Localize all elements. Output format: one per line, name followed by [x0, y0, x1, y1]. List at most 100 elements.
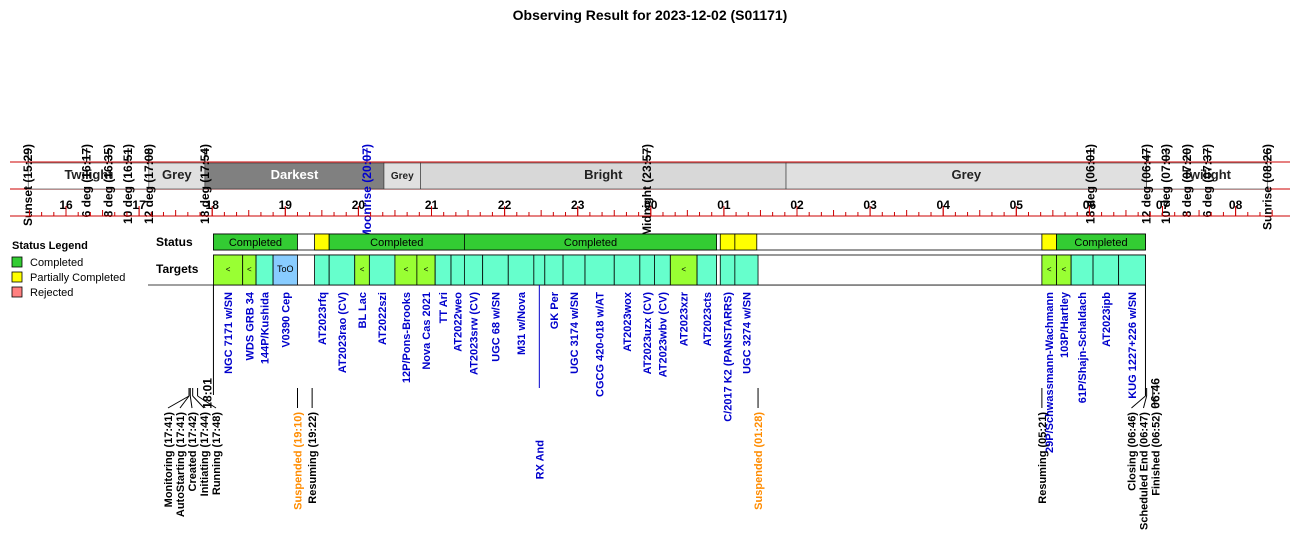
target-mark: <: [1047, 265, 1052, 274]
hour-tick-label: 07: [1156, 198, 1170, 212]
event-label: Monitoring (17:41): [163, 412, 175, 508]
legend-swatch: [11, 286, 23, 298]
event-leader-line: [192, 395, 205, 409]
target-label: 12P/Pons-Brooks: [401, 292, 413, 383]
legend-label: Rejected: [30, 287, 73, 299]
target-label: AT2023rao (CV): [337, 292, 349, 373]
target-block: [463, 254, 484, 286]
sky-event-label: Sunrise (08:26): [1260, 144, 1274, 230]
target-block: [696, 254, 717, 286]
target-label: AT2023ipb: [1101, 292, 1113, 347]
event-label: AutoStarting (17:41): [175, 412, 187, 517]
target-block: [213, 254, 244, 286]
target-block: [1070, 254, 1094, 286]
target-block: [533, 254, 546, 286]
target-label: 103P/Hartley: [1059, 291, 1071, 358]
sky-event-label: 12 deg (06:47): [1140, 144, 1154, 224]
status-block-label: Completed: [370, 237, 423, 249]
sky-event-label: 6 deg (07:37): [1201, 144, 1215, 217]
hour-tick-label: 08: [1229, 198, 1243, 212]
target-mark: <: [360, 265, 365, 274]
sky-event-label: 8 deg (16:35): [102, 144, 116, 217]
target-mark: <: [226, 265, 231, 274]
target-label: RX And: [534, 440, 546, 479]
end-time-label: 06:46: [1148, 378, 1162, 409]
target-label: AT2023cts: [702, 292, 714, 346]
target-label: KUG 1227+226 w/SN: [1127, 292, 1139, 399]
event-label: Suspended (19:10): [293, 412, 305, 510]
target-block: [562, 254, 586, 286]
event-leader-line: [189, 395, 193, 409]
hour-tick-label: 03: [863, 198, 877, 212]
status-block: [1056, 233, 1146, 251]
status-block-label: Completed: [229, 237, 282, 249]
sky-band-label: Grey: [391, 171, 414, 182]
target-label: BL Lac: [357, 292, 369, 328]
sky-event-label: Sunset (15:29): [21, 144, 35, 226]
sky-event-label: 10 deg (07:03): [1159, 144, 1173, 224]
target-label: V0390 Cep: [280, 292, 292, 348]
legend-label: Partially Completed: [30, 272, 125, 284]
hour-tick-label: 02: [790, 198, 804, 212]
event-label: Suspended (01:28): [753, 412, 765, 510]
hour-tick-label: 21: [425, 198, 439, 212]
sky-band-label: Darkest: [271, 167, 319, 182]
target-label: AT2022weo: [453, 292, 465, 352]
status-block-label: Completed: [1074, 237, 1127, 249]
target-label: AT2022szi: [377, 292, 389, 345]
legend-swatch: [11, 271, 23, 283]
legend-label: Completed: [30, 257, 83, 269]
target-label: TT Ari: [438, 292, 450, 323]
sky-band-label: Twilight: [64, 167, 113, 182]
hour-tick-label: 06: [1083, 198, 1097, 212]
target-label: AT2023uzx (CV): [642, 292, 654, 375]
target-label: AT2023wox: [622, 291, 634, 352]
target-block: [272, 254, 298, 286]
target-block: [314, 254, 330, 286]
hour-tick-label: 18: [206, 198, 220, 212]
target-label: UGC 3174 w/SN: [569, 292, 581, 374]
target-block: [482, 254, 509, 286]
target-mark: <: [1061, 265, 1066, 274]
status-block: [314, 233, 330, 251]
target-block: [719, 254, 736, 286]
sky-event-label: 18 deg (06:01): [1084, 144, 1098, 224]
target-block: [654, 254, 671, 286]
target-label: Nova Cas 2021: [421, 292, 433, 370]
target-mark: <: [247, 265, 252, 274]
targets-row-label: Targets: [156, 262, 199, 276]
event-leader-line: [1142, 395, 1148, 409]
hour-tick-label: 19: [279, 198, 293, 212]
sky-band: [148, 162, 206, 190]
start-time-label: 18:01: [200, 378, 214, 409]
target-mark: ToO: [277, 264, 294, 274]
target-block: [450, 254, 465, 286]
hour-tick-label: 04: [937, 198, 951, 212]
hour-tick-label: 05: [1010, 198, 1024, 212]
hour-tick-label: 23: [571, 198, 585, 212]
target-label: 29P/Schwassmann-Wachmann: [1044, 292, 1056, 453]
sky-event-label: 8 deg (07:20): [1180, 144, 1194, 217]
target-mark: <: [681, 265, 686, 274]
hour-tick-label: 01: [717, 198, 731, 212]
target-label: AT2023xzr: [679, 291, 691, 346]
sky-event-label: 6 deg (16:17): [80, 144, 94, 217]
hour-tick-label: 00: [644, 198, 658, 212]
target-block: [1118, 254, 1146, 286]
status-block: [719, 233, 736, 251]
event-label: Closing (06:46): [1126, 412, 1138, 491]
target-label: UGC 68 w/SN: [490, 292, 502, 362]
hour-tick-label: 22: [498, 198, 512, 212]
target-block: [507, 254, 535, 286]
sky-band-label: Bright: [584, 167, 623, 182]
sky-event-label: 10 deg (16:51): [121, 144, 135, 224]
target-label: AT2023srw (CV): [469, 292, 481, 375]
legend-swatch: [11, 256, 23, 268]
target-block: [613, 254, 641, 286]
status-block-label: Completed: [564, 237, 617, 249]
sky-event-label: 18 deg (17:54): [198, 144, 212, 224]
target-label: AT2023wbv (CV): [657, 292, 669, 378]
target-block: [639, 254, 655, 286]
target-label: CGCG 420-018 w/AT: [595, 292, 607, 397]
